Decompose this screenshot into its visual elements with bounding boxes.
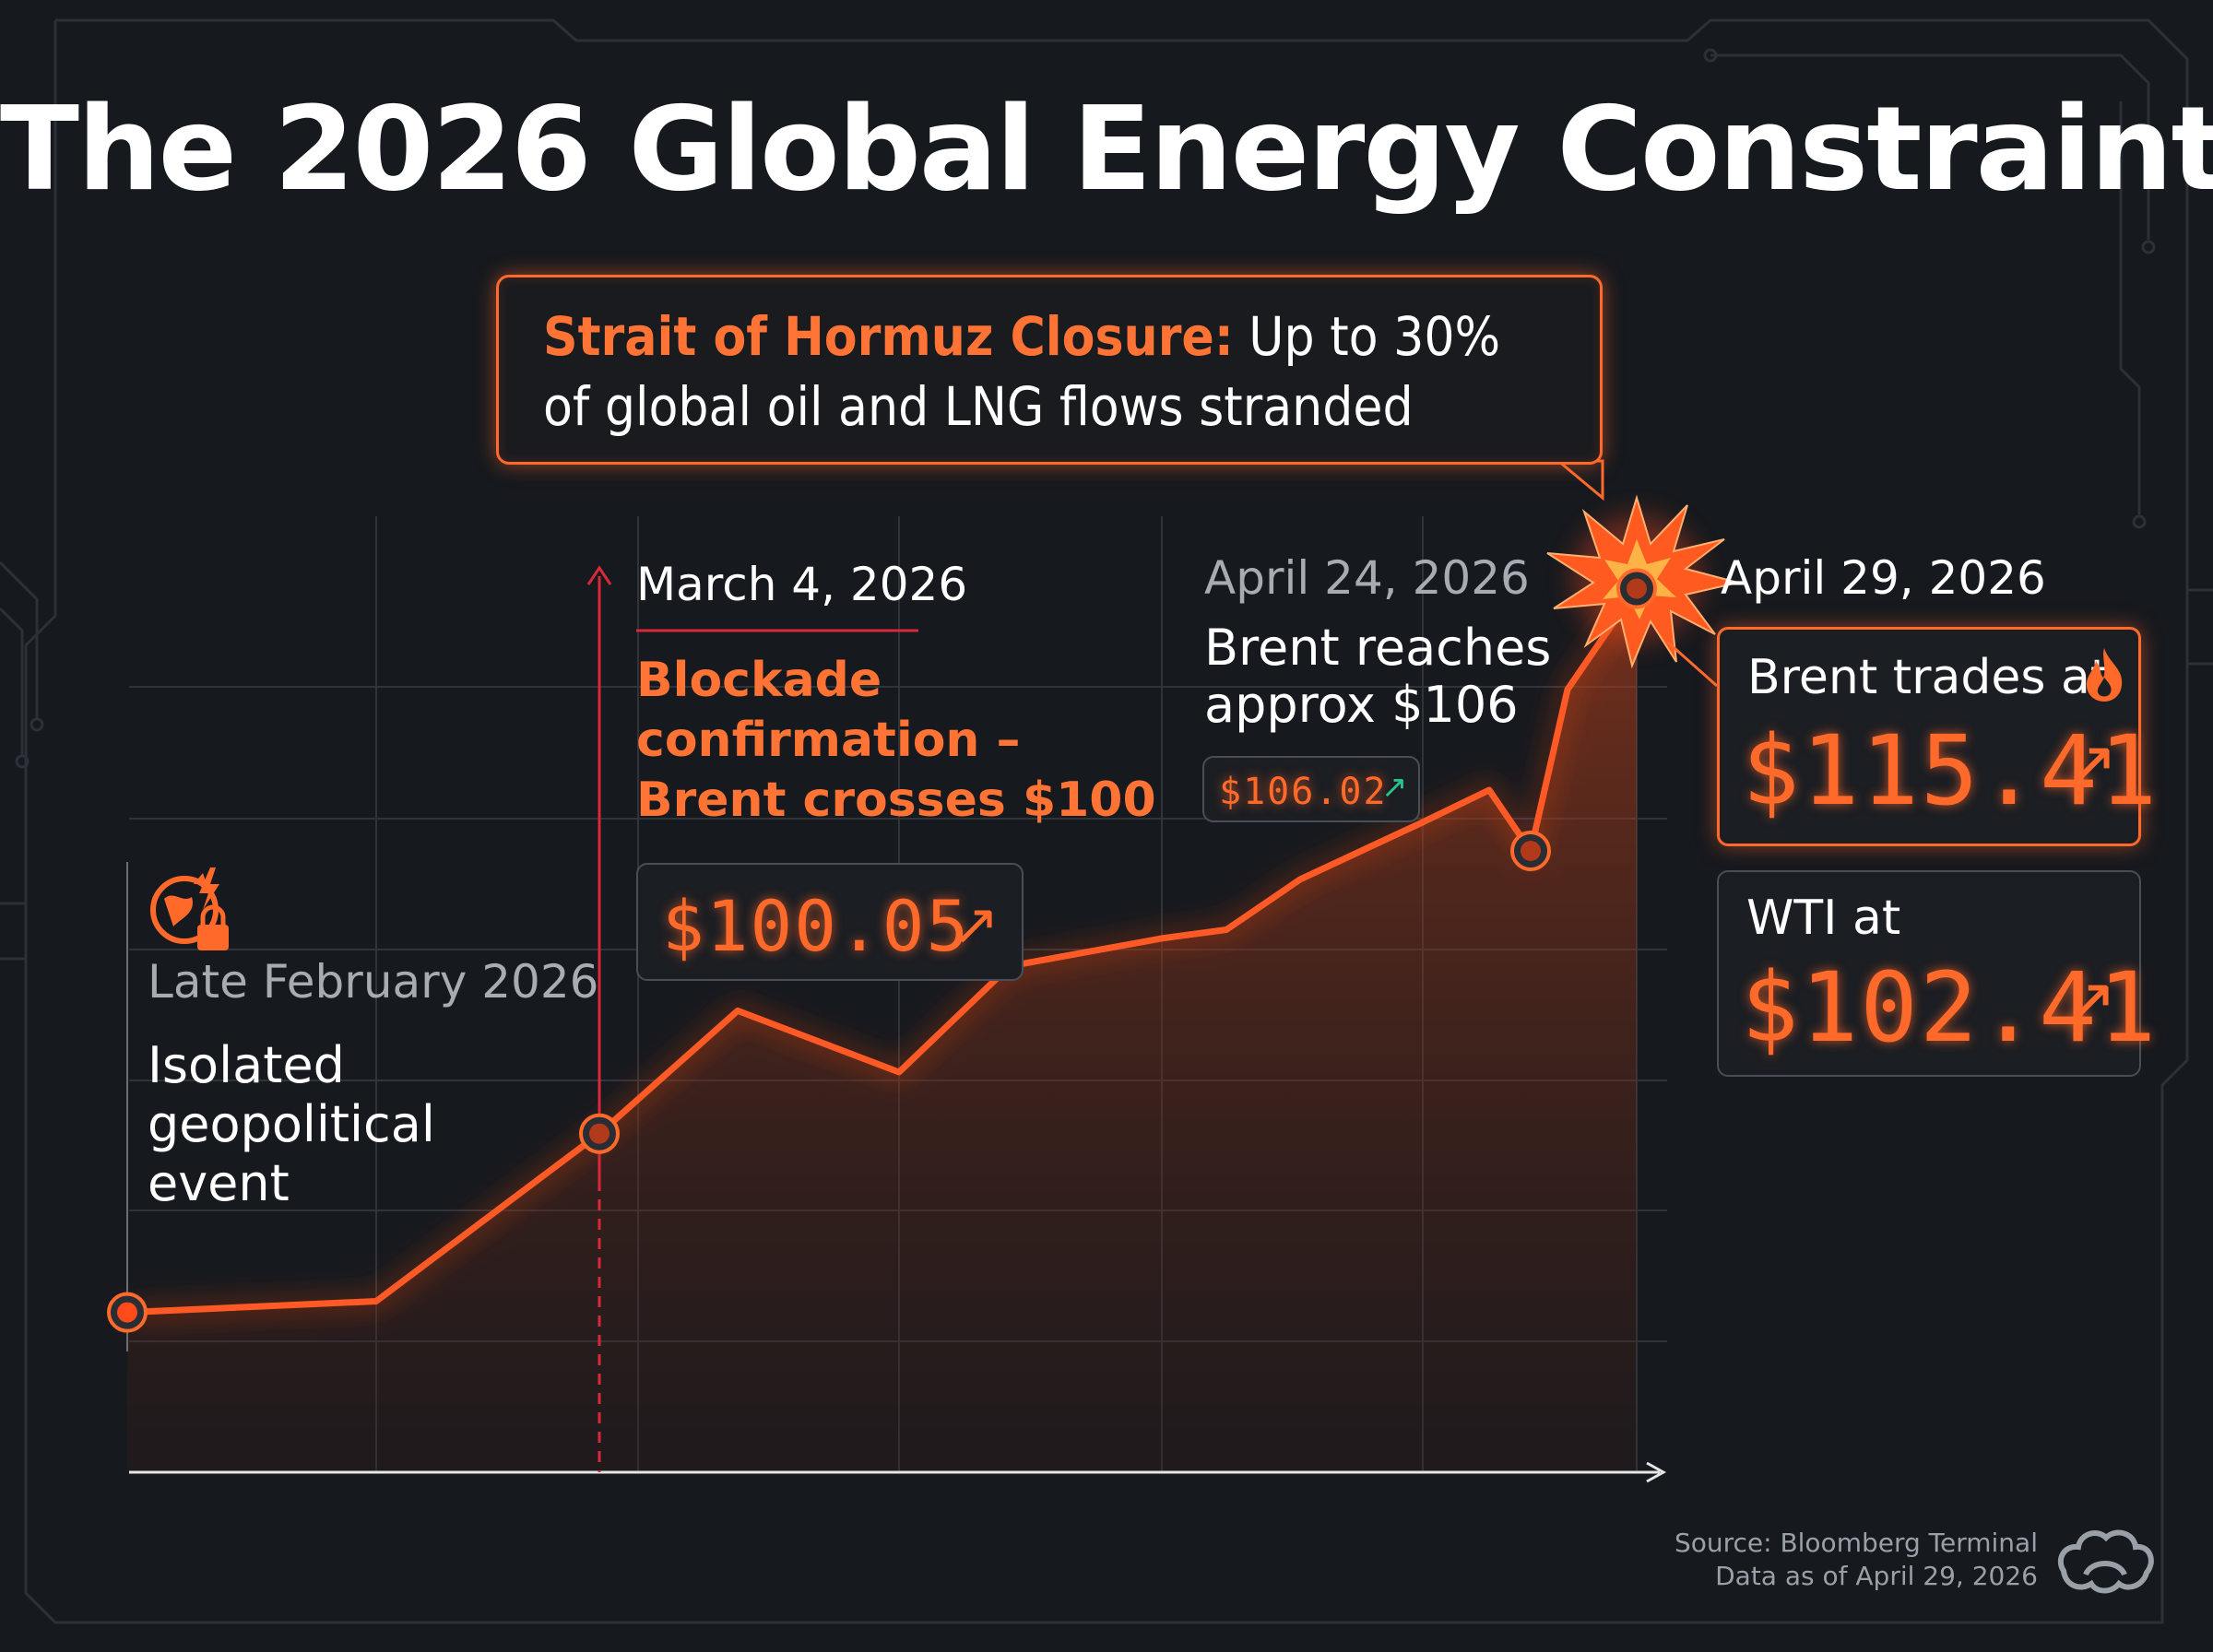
late-feb-point-center	[117, 1302, 137, 1323]
late-feb-line1: Isolated	[148, 1036, 345, 1094]
callout-text-line1: Up to 30%	[1233, 305, 1501, 368]
april24-price: $106.02	[1219, 771, 1388, 813]
march-line2: confirmation –	[636, 713, 1021, 768]
up-arrow-icon: ↗	[2062, 962, 2118, 1040]
up-arrow-icon: ↗	[952, 891, 1000, 958]
late-feb-line2: geopolitical	[148, 1095, 435, 1153]
source-line1: Source: Bloomberg Terminal	[1674, 1528, 2038, 1558]
brent-price: $115.41	[1742, 714, 2160, 827]
april24-description: Brent reaches approx $106	[1204, 620, 1551, 734]
up-arrow-icon: ↗	[2063, 726, 2119, 803]
x-axis-arrow	[1646, 1461, 1667, 1483]
late-feb-line3: event	[148, 1154, 290, 1212]
march-point-center	[589, 1123, 609, 1144]
march-price: $100.05	[662, 885, 971, 967]
wti-price-box: WTI at $102.41 ↗	[1717, 870, 2156, 1077]
april24-line1: Brent reaches	[1204, 619, 1552, 677]
april24-line2: approx $106	[1204, 676, 1519, 734]
decorative-nodes	[15, 48, 2156, 769]
march-line3: Brent crosses $100	[636, 773, 1156, 828]
peak-connector	[1666, 640, 1718, 688]
brand-logo-icon	[2054, 1523, 2156, 1599]
callout-pointer	[1554, 459, 1604, 502]
brent-label: Brent trades at	[1747, 650, 2110, 705]
decorative-frame	[0, 18, 2213, 1624]
wti-price: $102.41	[1741, 951, 2159, 1064]
late-feb-description: Isolated geopolitical event	[148, 1036, 435, 1213]
chart-markers	[107, 568, 1657, 1333]
april24-point-center	[1521, 841, 1541, 861]
up-arrow-icon: ↗	[1381, 769, 1408, 806]
april24-price-box: $106.02 ↗	[1202, 756, 1420, 822]
april24-date: April 24, 2026	[1204, 551, 1530, 605]
flame-icon	[2081, 646, 2127, 707]
april29-date: April 29, 2026	[1721, 551, 2046, 605]
april29-point-center	[1627, 578, 1647, 599]
globe-lightning-lock-icon	[146, 862, 238, 954]
callout-highlight: Strait of Hormuz Closure:	[543, 305, 1234, 368]
callout-text-line2: of global oil and LNG flows stranded	[543, 375, 1414, 438]
march-line1: Blockade	[636, 653, 882, 708]
late-feb-date: Late February 2026	[148, 955, 599, 1009]
brent-price-box: Brent trades at $115.41 ↗	[1717, 627, 2157, 846]
march-description: Blockade confirmation – Brent crosses $1…	[636, 651, 1156, 831]
hormuz-callout: Strait of Hormuz Closure: Up to 30% of g…	[496, 275, 1603, 465]
march-date: March 4, 2026	[636, 558, 968, 611]
source-line2: Data as of April 29, 2026	[1715, 1561, 2038, 1591]
wti-label: WTI at	[1746, 891, 1901, 946]
march-price-box: $100.05 ↗	[636, 863, 1024, 981]
source-note: Source: Bloomberg Terminal Data as of Ap…	[1675, 1527, 2038, 1593]
page-title: The 2026 Global Energy Constraint	[0, 81, 2213, 217]
brent-area-fill	[127, 588, 1637, 1472]
march-marker-arrow	[586, 565, 612, 585]
